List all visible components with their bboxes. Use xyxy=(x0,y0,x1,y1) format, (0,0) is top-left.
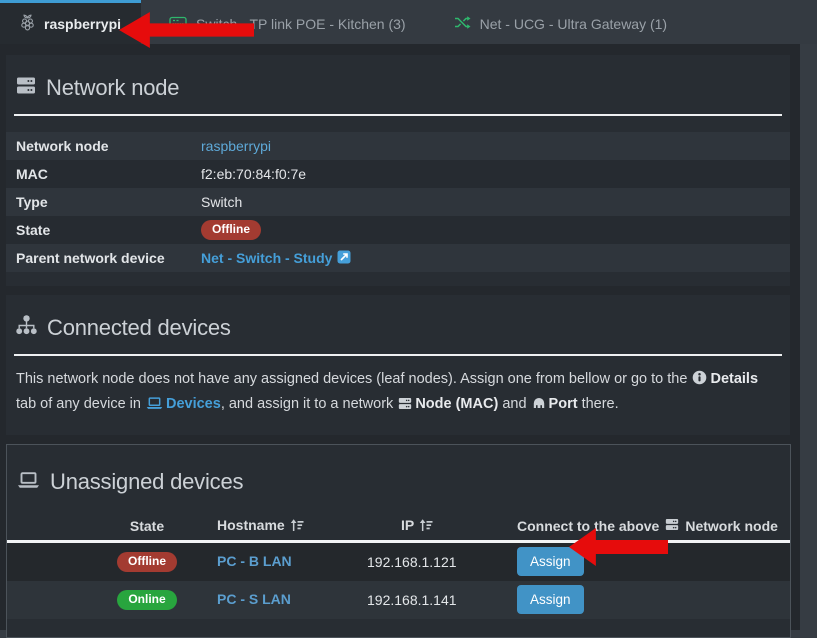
row-label: Parent network device xyxy=(16,250,165,266)
header-label: IP xyxy=(401,516,415,533)
shuffle-icon xyxy=(454,15,471,33)
devices-laptop-icon xyxy=(146,397,163,414)
type-value: Switch xyxy=(201,194,243,210)
node-server-icon xyxy=(398,398,412,414)
port-icon xyxy=(532,398,546,414)
sort-icon[interactable] xyxy=(290,519,304,535)
header-label: Network node xyxy=(685,517,778,534)
header-ip: IP xyxy=(367,517,517,535)
raspberry-pi-icon xyxy=(20,14,35,34)
server-icon xyxy=(16,75,36,101)
tab-label: Net - UCG - Ultra Gateway (1) xyxy=(479,15,668,32)
assign-button[interactable]: Assign xyxy=(517,547,584,577)
header-hostname: Hostname xyxy=(217,517,367,535)
ip-value: 192.168.1.121 xyxy=(367,553,457,570)
tab-net-ucg-ultra-gateway[interactable]: Net - UCG - Ultra Gateway (1) xyxy=(434,0,687,44)
row-label: MAC xyxy=(16,166,48,182)
table-row: MAC f2:eb:70:84:f0:7e xyxy=(6,160,790,188)
table-row: Type Switch xyxy=(6,188,790,216)
status-badge-offline: Offline xyxy=(117,551,177,573)
header-label: Hostname xyxy=(217,516,285,533)
mac-value: f2:eb:70:84:f0:7e xyxy=(201,166,307,182)
divider xyxy=(14,114,782,116)
laptop-icon xyxy=(17,469,40,495)
section-title: Connected devices xyxy=(47,315,231,340)
unassigned-devices-heading: Unassigned devices xyxy=(7,463,790,508)
table-row: State Offline xyxy=(6,216,790,244)
network-node-section: Network node Network node raspberrypi MA… xyxy=(6,55,790,286)
details-tab-ref: Details xyxy=(710,371,759,387)
network-node-heading: Network node xyxy=(6,69,790,114)
tab-label: raspberrypi xyxy=(44,15,122,32)
no-assigned-devices-message: This network node does not have any assi… xyxy=(6,365,790,421)
message-text: tab of any device in xyxy=(16,396,145,413)
unassigned-devices-section: Unassigned devices State Hostname IP Con… xyxy=(6,443,791,638)
message-text: This network node does not have any assi… xyxy=(16,371,692,387)
table-row: Parent network device Net - Switch - Stu… xyxy=(6,244,790,272)
node-mac-ref: Node (MAC) xyxy=(415,396,499,413)
assign-button[interactable]: Assign xyxy=(517,585,584,615)
tab-label: Switch - TP link POE - Kitchen (3) xyxy=(196,15,406,32)
sitemap-icon xyxy=(16,315,37,341)
tab-switch-tp-link-poe-kitchen[interactable]: Switch - TP link POE - Kitchen (3) xyxy=(149,0,426,44)
message-text: there. xyxy=(577,396,619,413)
connected-devices-heading: Connected devices xyxy=(6,309,790,354)
row-label: Type xyxy=(16,194,48,210)
parent-device-link[interactable]: Net - Switch - Study xyxy=(201,250,333,266)
switch-icon xyxy=(169,15,187,33)
info-icon xyxy=(692,370,707,389)
section-title: Network node xyxy=(46,75,180,100)
table-row: Network node raspberrypi xyxy=(6,132,790,160)
message-text: and xyxy=(498,396,531,413)
external-link-icon[interactable] xyxy=(337,250,351,267)
server-icon-small xyxy=(665,518,679,534)
row-label: Network node xyxy=(16,138,109,154)
header-connect: Connect to the above Network node xyxy=(517,518,790,534)
sort-icon[interactable] xyxy=(419,519,433,535)
hostname-link[interactable]: PC - S LAN xyxy=(217,590,291,607)
ip-value: 192.168.1.141 xyxy=(367,591,457,608)
row-label: State xyxy=(16,222,51,238)
main-content: Network node Network node raspberrypi MA… xyxy=(0,44,800,638)
header-state: State xyxy=(129,517,165,534)
device-row-pc-b-lan: Offline PC - B LAN 192.168.1.121 Assign xyxy=(7,542,790,581)
divider xyxy=(14,354,782,356)
device-row-pc-s-lan: Online PC - S LAN 192.168.1.141 Assign xyxy=(7,580,790,619)
hostname-link[interactable]: PC - B LAN xyxy=(217,552,292,569)
header-divider xyxy=(7,539,790,543)
unassigned-table-header: State Hostname IP Connect to the above N… xyxy=(7,512,790,540)
port-ref: Port xyxy=(548,396,578,413)
tab-raspberrypi[interactable]: raspberrypi xyxy=(0,0,142,44)
header-label: Connect to the above xyxy=(517,517,660,534)
connected-devices-section: Connected devices This network node does… xyxy=(6,295,790,435)
section-title: Unassigned devices xyxy=(50,468,244,494)
status-badge-online: Online xyxy=(117,589,177,611)
node-name-link[interactable]: raspberrypi xyxy=(201,138,272,154)
message-text: , and assign it to a network xyxy=(220,396,398,413)
network-node-table: Network node raspberrypi MAC f2:eb:70:84… xyxy=(6,132,790,272)
tab-bar: raspberrypi Switch - TP link POE - Kitch… xyxy=(0,0,817,44)
devices-link[interactable]: Devices xyxy=(165,396,221,413)
status-badge-offline: Offline xyxy=(201,219,261,241)
